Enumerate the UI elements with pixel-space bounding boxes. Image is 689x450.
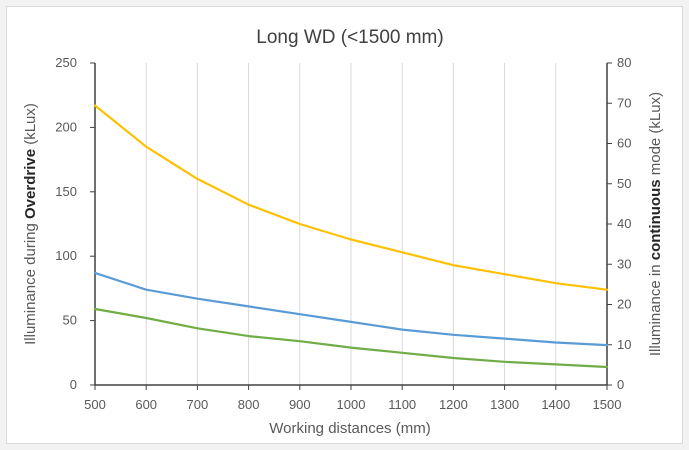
x-tick-label: 1400: [541, 397, 570, 412]
x-tick-label: 900: [289, 397, 311, 412]
y-tick-label: 0: [70, 377, 77, 392]
x-tick-label: 800: [238, 397, 260, 412]
chart-frame: Long WD (<1500 mm) 500 600 700 800 900 1000 11…: [6, 6, 683, 444]
x-tick-label: 1200: [439, 397, 468, 412]
line-chart: Long WD (<1500 mm) 500 600 700 800 900 1000 11…: [22, 27, 664, 437]
y2-tick-label: 10: [617, 337, 631, 352]
x-axis-title: Working distances (mm): [269, 420, 430, 437]
y2-tick-label: 30: [617, 256, 631, 271]
x-tick-label: 1500: [593, 397, 622, 412]
y2-axis-title: Illuminance in continuous mode (kLux): [647, 92, 664, 356]
series-lines: [93, 104, 609, 369]
y2-tick-label: 20: [617, 297, 631, 312]
x-tick-label: 1100: [388, 397, 416, 412]
y-axis-title-emphasis: Overdrive: [22, 149, 39, 219]
y-tick-label: 100: [55, 248, 77, 263]
y-axis-title: Illuminance during Overdrive (kLux): [22, 103, 39, 345]
y-tick-label: 50: [63, 313, 77, 328]
y-axis-title-prefix: Illuminance during: [22, 219, 39, 345]
y-tick-label: 200: [55, 119, 77, 134]
vertical-gridlines: [145, 63, 608, 385]
y-tick-labels: 0 50 100 150 200 250: [55, 55, 77, 392]
x-tick-label: 1300: [490, 397, 519, 412]
x-tick-label: 1000: [337, 397, 366, 412]
x-tick-labels: 500 600 700 800 900 1000 1100 1200 1300 1400 1500: [84, 397, 621, 412]
y-tick-label: 250: [55, 55, 77, 70]
series-line-3: [93, 307, 609, 369]
y2-tick-label: 80: [617, 55, 631, 70]
axes: [90, 62, 612, 390]
y-tick-label: 150: [55, 184, 77, 199]
y2-tick-label: 70: [617, 95, 631, 110]
y-axis-title-suffix: (kLux): [22, 103, 39, 149]
y2-tick-label: 60: [617, 136, 631, 151]
y2-axis-title-suffix: mode (kLux): [647, 92, 664, 180]
y2-axis-title-prefix: Illuminance in: [647, 260, 664, 356]
series-line-2: [93, 271, 609, 347]
x-tick-label: 500: [84, 397, 106, 412]
x-tick-label: 700: [187, 397, 209, 412]
y2-tick-label: 50: [617, 176, 631, 191]
y2-tick-label: 0: [617, 377, 624, 392]
chart-title: Long WD (<1500 mm): [256, 27, 443, 48]
y2-axis-title-emphasis: continuous: [647, 179, 664, 260]
y2-tick-labels: 0 10 20 30 40 50 60 70 80: [617, 55, 631, 392]
series-line-1: [93, 104, 609, 291]
x-tick-label: 600: [135, 397, 157, 412]
y2-tick-label: 40: [617, 216, 631, 231]
